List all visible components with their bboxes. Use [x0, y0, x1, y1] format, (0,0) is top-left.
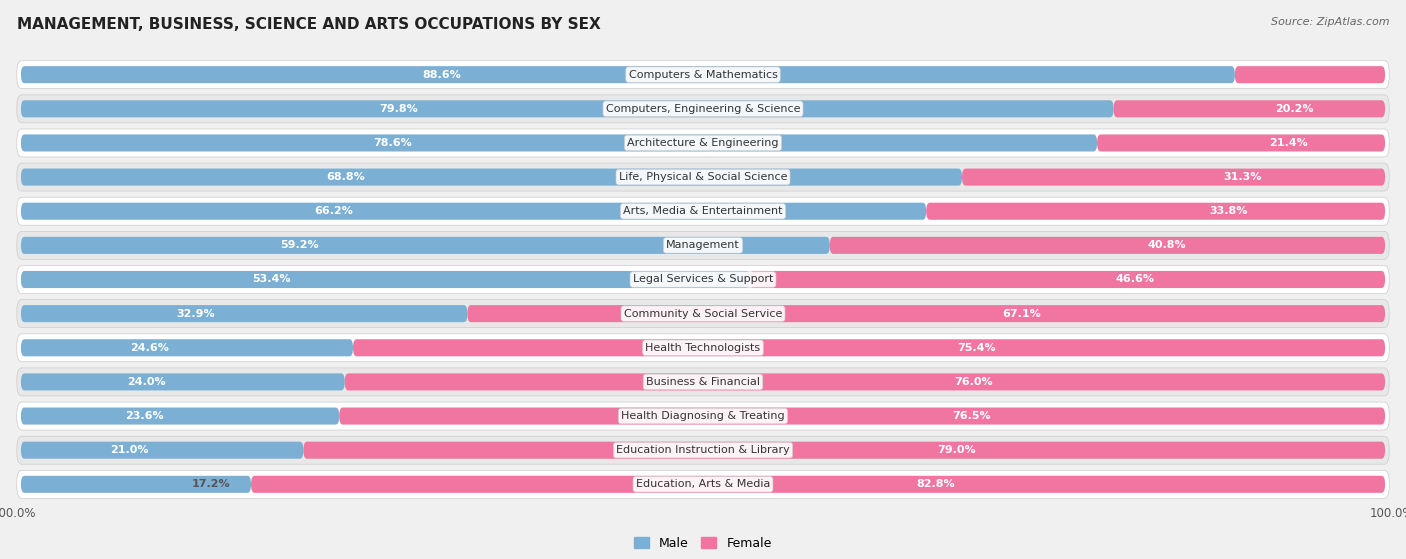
Text: 23.6%: 23.6% — [125, 411, 163, 421]
Text: 76.5%: 76.5% — [952, 411, 991, 421]
Text: 17.2%: 17.2% — [191, 479, 231, 489]
Text: 21.4%: 21.4% — [1270, 138, 1308, 148]
FancyBboxPatch shape — [17, 163, 1389, 191]
Text: 78.6%: 78.6% — [374, 138, 412, 148]
FancyBboxPatch shape — [962, 169, 1385, 186]
FancyBboxPatch shape — [1114, 100, 1385, 117]
FancyBboxPatch shape — [830, 237, 1385, 254]
Text: Education Instruction & Library: Education Instruction & Library — [616, 445, 790, 455]
FancyBboxPatch shape — [17, 402, 1389, 430]
FancyBboxPatch shape — [21, 373, 344, 390]
FancyBboxPatch shape — [252, 476, 1385, 493]
FancyBboxPatch shape — [17, 95, 1389, 123]
FancyBboxPatch shape — [17, 197, 1389, 225]
Text: Source: ZipAtlas.com: Source: ZipAtlas.com — [1271, 17, 1389, 27]
Text: 21.0%: 21.0% — [111, 445, 149, 455]
FancyBboxPatch shape — [17, 129, 1389, 157]
Legend: Male, Female: Male, Female — [630, 532, 776, 555]
Text: Education, Arts & Media: Education, Arts & Media — [636, 479, 770, 489]
FancyBboxPatch shape — [21, 237, 830, 254]
Text: 33.8%: 33.8% — [1209, 206, 1249, 216]
FancyBboxPatch shape — [21, 66, 1234, 83]
Text: 75.4%: 75.4% — [957, 343, 995, 353]
Text: 24.0%: 24.0% — [127, 377, 166, 387]
FancyBboxPatch shape — [21, 134, 1097, 151]
Text: 68.8%: 68.8% — [326, 172, 366, 182]
Text: Management: Management — [666, 240, 740, 250]
FancyBboxPatch shape — [344, 373, 1385, 390]
Text: 53.4%: 53.4% — [252, 274, 291, 285]
Text: Computers & Mathematics: Computers & Mathematics — [628, 70, 778, 80]
FancyBboxPatch shape — [21, 305, 467, 322]
Text: Architecture & Engineering: Architecture & Engineering — [627, 138, 779, 148]
FancyBboxPatch shape — [17, 266, 1389, 293]
FancyBboxPatch shape — [21, 203, 927, 220]
Text: Life, Physical & Social Science: Life, Physical & Social Science — [619, 172, 787, 182]
Text: Health Technologists: Health Technologists — [645, 343, 761, 353]
FancyBboxPatch shape — [21, 169, 962, 186]
FancyBboxPatch shape — [21, 339, 353, 356]
Text: 31.3%: 31.3% — [1223, 172, 1261, 182]
Text: Computers, Engineering & Science: Computers, Engineering & Science — [606, 104, 800, 114]
Text: 79.0%: 79.0% — [938, 445, 976, 455]
FancyBboxPatch shape — [17, 61, 1389, 89]
FancyBboxPatch shape — [339, 408, 1385, 425]
Text: 32.9%: 32.9% — [176, 309, 215, 319]
Text: 20.2%: 20.2% — [1275, 104, 1313, 114]
FancyBboxPatch shape — [353, 339, 1385, 356]
Text: 76.0%: 76.0% — [953, 377, 993, 387]
FancyBboxPatch shape — [467, 305, 1385, 322]
Text: Community & Social Service: Community & Social Service — [624, 309, 782, 319]
FancyBboxPatch shape — [749, 271, 1385, 288]
Text: Health Diagnosing & Treating: Health Diagnosing & Treating — [621, 411, 785, 421]
FancyBboxPatch shape — [17, 300, 1389, 328]
Text: Business & Financial: Business & Financial — [645, 377, 761, 387]
Text: 67.1%: 67.1% — [1002, 309, 1042, 319]
FancyBboxPatch shape — [21, 271, 749, 288]
FancyBboxPatch shape — [21, 100, 1114, 117]
Text: 82.8%: 82.8% — [917, 479, 955, 489]
Text: Legal Services & Support: Legal Services & Support — [633, 274, 773, 285]
FancyBboxPatch shape — [17, 368, 1389, 396]
Text: Arts, Media & Entertainment: Arts, Media & Entertainment — [623, 206, 783, 216]
Text: MANAGEMENT, BUSINESS, SCIENCE AND ARTS OCCUPATIONS BY SEX: MANAGEMENT, BUSINESS, SCIENCE AND ARTS O… — [17, 17, 600, 32]
FancyBboxPatch shape — [21, 408, 339, 425]
Text: 59.2%: 59.2% — [280, 240, 319, 250]
FancyBboxPatch shape — [17, 334, 1389, 362]
Text: 46.6%: 46.6% — [1115, 274, 1154, 285]
Text: 24.6%: 24.6% — [131, 343, 169, 353]
FancyBboxPatch shape — [927, 203, 1385, 220]
FancyBboxPatch shape — [1097, 134, 1385, 151]
FancyBboxPatch shape — [304, 442, 1385, 459]
Text: 79.8%: 79.8% — [380, 104, 418, 114]
Text: 40.8%: 40.8% — [1147, 240, 1187, 250]
FancyBboxPatch shape — [17, 436, 1389, 464]
FancyBboxPatch shape — [21, 476, 252, 493]
FancyBboxPatch shape — [21, 442, 304, 459]
Text: 88.6%: 88.6% — [422, 70, 461, 80]
FancyBboxPatch shape — [17, 470, 1389, 498]
Text: 66.2%: 66.2% — [314, 206, 353, 216]
FancyBboxPatch shape — [1234, 66, 1385, 83]
FancyBboxPatch shape — [17, 231, 1389, 259]
